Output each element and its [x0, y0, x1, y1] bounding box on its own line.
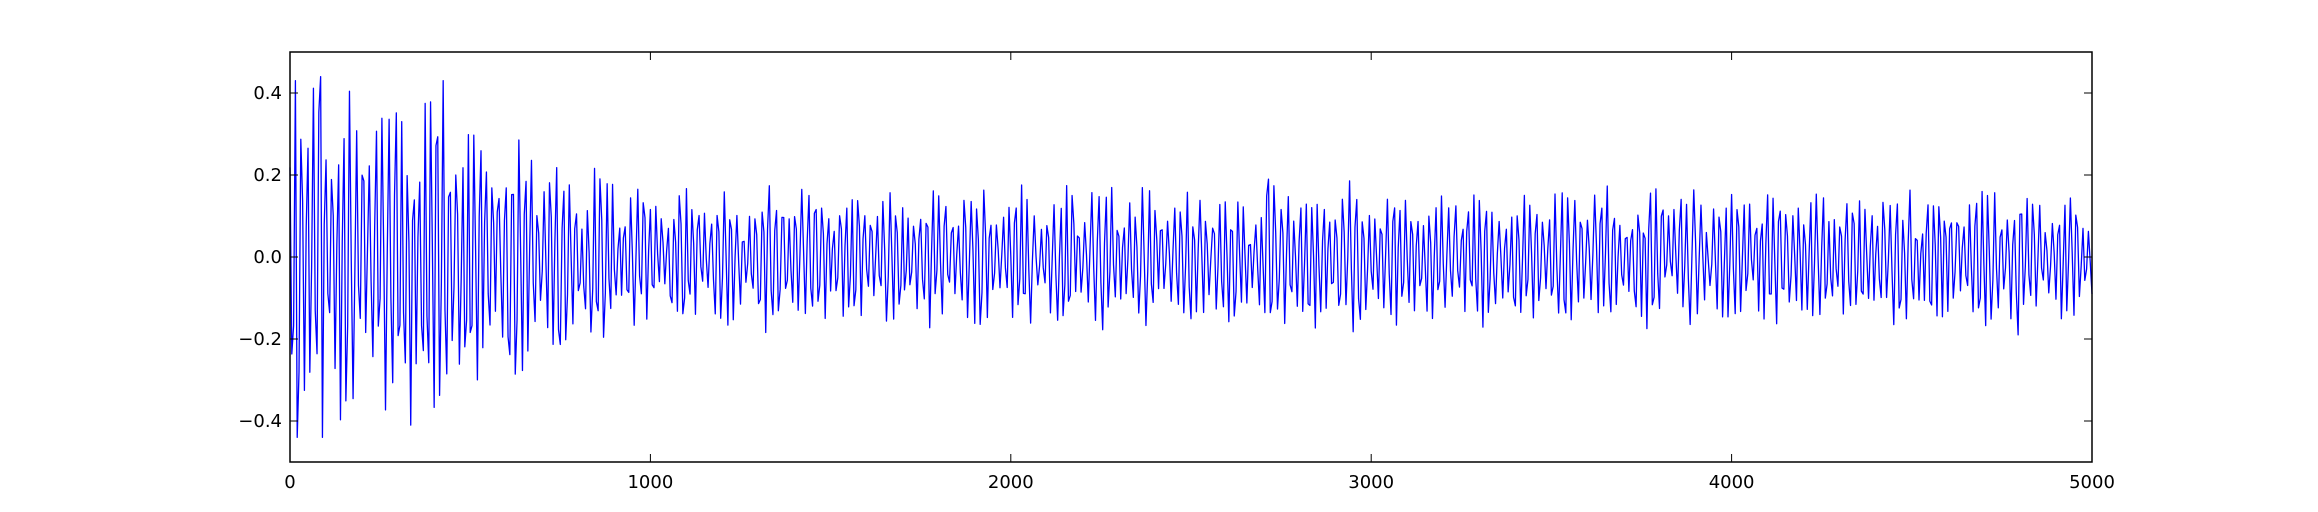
x-tick-label: 3000: [1348, 472, 1394, 493]
x-tick-label: 4000: [1709, 472, 1755, 493]
y-tick-label: −0.2: [238, 329, 282, 350]
ticks-layer: 0 1000 2000 3000 4000 5000 −0.4 −0.2 0.0 0.2 0.4: [238, 52, 2115, 493]
x-tick-label: 5000: [2069, 472, 2115, 493]
series-layer: [289, 75, 2093, 439]
y-tick-label: −0.4: [238, 411, 282, 432]
y-tick-label: 0.2: [253, 165, 282, 186]
plot-area: 0 1000 2000 3000 4000 5000 −0.4 −0.2 0.0 0.2 0.4: [238, 51, 2115, 493]
series-line-0: [289, 75, 2093, 439]
y-tick-label: 0.0: [253, 247, 282, 268]
x-tick-label: 0: [284, 472, 295, 493]
x-tick-label: 1000: [627, 472, 673, 493]
x-tick-label: 2000: [988, 472, 1034, 493]
y-tick-label: 0.4: [253, 83, 282, 104]
